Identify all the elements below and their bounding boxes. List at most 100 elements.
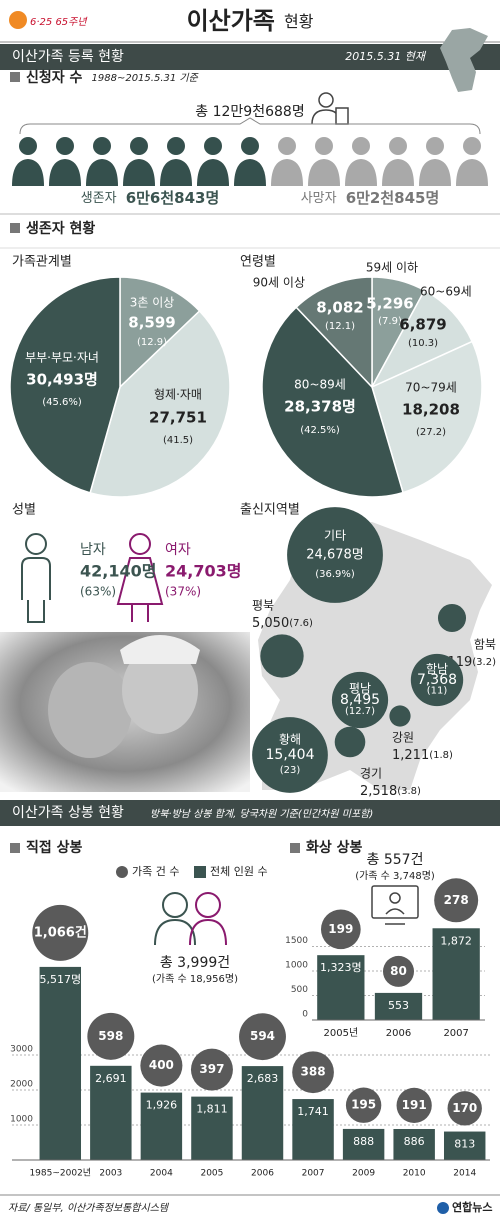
slice-label: 90세 이상 — [253, 276, 305, 290]
section-title: 이산가족 상봉 현황 — [12, 805, 124, 821]
y-tick-label: 3000 — [10, 1045, 33, 1055]
subtitle: 신청자 수 1988~2015.5.31 기준 — [26, 68, 199, 87]
slice-value: 8,082 — [316, 299, 363, 317]
person-head — [315, 137, 333, 155]
photo-cap — [120, 635, 200, 664]
bubble-value-line: 5,050(7.6) — [252, 616, 313, 631]
y-tick-label: 1500 — [285, 936, 308, 946]
count-circle — [320, 909, 361, 950]
deceased-value: 6만2천845명 — [346, 189, 440, 207]
bubble-value-line: 2,518(3.8) — [360, 784, 421, 799]
x-tick-label: 2009 — [352, 1169, 375, 1179]
bubble — [389, 705, 411, 727]
bar — [432, 928, 480, 1020]
x-tick-label: 2007 — [302, 1169, 325, 1179]
circle-label: 191 — [402, 1098, 427, 1112]
bar — [90, 1065, 132, 1160]
survivors-title: 생존자 현황 — [26, 220, 95, 237]
slice-label: 70~79세 — [405, 381, 457, 395]
person-head — [241, 137, 259, 155]
bar — [191, 1096, 233, 1160]
couple-icon — [154, 892, 227, 946]
bar — [292, 1099, 334, 1160]
bubble-share: (3.8) — [397, 786, 421, 797]
x-tick-label: 2006 — [386, 1028, 411, 1039]
person-head — [463, 137, 481, 155]
circle-label: 397 — [199, 1062, 224, 1076]
slice-label: 80~89세 — [294, 378, 346, 392]
person-body — [86, 159, 118, 186]
bubble-value: 1,211 — [392, 748, 429, 763]
person-body — [308, 159, 340, 186]
deceased: 사망자 6만2천845명 — [301, 188, 440, 207]
bubble-value-line: 1,211(1.8) — [392, 748, 453, 763]
slice-share: (27.2) — [416, 427, 446, 438]
circle-label: 598 — [98, 1029, 123, 1043]
bullet — [10, 223, 20, 233]
slice-share: (10.3) — [408, 338, 438, 349]
person-body — [271, 159, 303, 186]
section-bar — [0, 800, 500, 826]
deceased-label: 사망자 — [301, 191, 337, 206]
slice-label: 형제·자매 — [154, 388, 202, 402]
female-icon — [116, 533, 164, 622]
pie-slice — [371, 340, 483, 494]
bubble-share: (23) — [280, 765, 301, 776]
bar-label: 5,517명 — [39, 973, 81, 986]
count-circle — [382, 955, 415, 987]
bullet — [290, 843, 300, 853]
person-head — [352, 137, 370, 155]
x-tick-label: 2010 — [403, 1169, 426, 1179]
chart-title: 출신지역별 — [240, 503, 300, 518]
x-tick-label: 2005년 — [324, 1027, 359, 1039]
bar — [374, 992, 423, 1020]
count-circle — [434, 878, 479, 923]
period: 1988~2015.5.31 기준 — [92, 72, 199, 84]
section-bar — [0, 44, 500, 70]
x-tick-label: 2014 — [453, 1169, 476, 1179]
total: 총 12만9천688명 — [195, 104, 304, 120]
bubble-label: 기타 — [324, 528, 346, 542]
circle-label: 195 — [351, 1098, 376, 1112]
title-suffix: 현황 — [284, 12, 314, 31]
circle-label: 400 — [149, 1058, 174, 1072]
count-circle — [447, 1091, 482, 1126]
circle-label: 388 — [301, 1065, 326, 1079]
chart-title: 화상 상봉 — [306, 840, 363, 856]
sex-title: 성별 — [12, 503, 36, 518]
person-body — [160, 159, 192, 186]
bubble-label: 황해 — [279, 732, 301, 746]
bubble-value: 24,678명 — [306, 548, 363, 563]
sex-share: (63%) — [80, 585, 116, 599]
total: 총 557건 — [367, 852, 424, 868]
subtitle-main: 신청자 수 — [26, 70, 83, 86]
living-label: 생존자 — [81, 191, 117, 206]
person-body — [382, 159, 414, 186]
bubble-label: 경기 — [360, 767, 382, 781]
person-head — [56, 137, 74, 155]
living-value: 6만6천843명 — [126, 189, 220, 207]
bubble — [331, 671, 389, 729]
date: 2015.5.31 현재 — [345, 50, 427, 63]
person-head — [426, 137, 444, 155]
slice-share: (12.1) — [325, 321, 355, 332]
bubble-share: (3.2) — [472, 657, 496, 668]
slice-share: (42.5%) — [300, 425, 340, 436]
bar-label: 2,683 — [247, 1072, 279, 1085]
chart-title: 직접 상봉 — [26, 839, 83, 856]
total-note: (가족 수 3,748명) — [355, 870, 435, 882]
bullet — [10, 843, 20, 853]
sex-count: 42,140명 — [80, 562, 156, 581]
circle-label: 199 — [328, 922, 353, 936]
slice-value: 6,879 — [399, 316, 446, 334]
page-title: 이산가족 현황 — [187, 7, 314, 35]
bubble-value: 7,368 — [417, 672, 457, 688]
bar-label: 1,926 — [146, 1099, 178, 1112]
x-tick-label: 2003 — [99, 1169, 122, 1179]
person-head — [204, 137, 222, 155]
bar-label: 553 — [388, 999, 409, 1012]
count-circle — [239, 1013, 286, 1061]
slice-value: 30,493명 — [26, 371, 98, 389]
bubble-label: 함남 — [426, 662, 448, 676]
